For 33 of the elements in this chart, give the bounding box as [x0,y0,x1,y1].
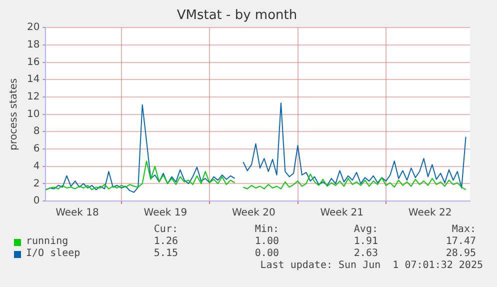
legend-label: I/O sleep [26,248,80,259]
text: 1.26 [154,236,178,247]
y-tick-label: 8 [33,126,40,138]
text: Max: [452,224,476,235]
chart-title: VMstat - by month [176,8,298,24]
text: Last update: Sun Jun 1 07:01:32 2025 [260,260,483,271]
y-tick-label: 10 [26,108,40,120]
text: 17.47 [446,236,476,247]
text: 28.95 [446,248,476,259]
y-tick-label: 6 [33,144,40,155]
y-tick-label: 12 [26,92,40,103]
text: 1.91 [354,236,378,247]
y-tick-label: 4 [33,160,40,172]
text: 2.63 [354,248,378,259]
text: Avg: [354,224,378,235]
y-tick-label: 2 [33,178,40,190]
legend-label: running [26,236,68,247]
y-tick-label: 16 [26,56,40,68]
x-tick-label: Week 18 [56,208,99,219]
x-tick-label: Week 20 [232,208,276,219]
text: 1.00 [254,236,279,247]
text: 0.00 [254,248,279,259]
y-tick-label: 20 [26,22,40,34]
text: Min: [254,224,279,235]
text: Cur: [154,224,178,235]
y-tick-label: 18 [26,40,40,51]
y-axis-title: process states [8,78,20,150]
text: 5.15 [154,248,178,259]
x-tick-label: Week 19 [144,208,188,219]
x-tick-label: Week 22 [408,208,452,219]
x-tick-label: Week 21 [320,208,364,219]
y-tick-label: 0 [33,196,40,207]
y-tick-label: 14 [26,74,40,86]
